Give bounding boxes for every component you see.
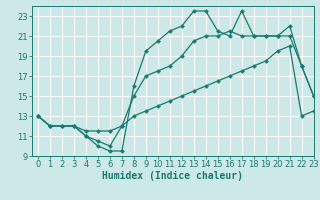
- X-axis label: Humidex (Indice chaleur): Humidex (Indice chaleur): [102, 171, 243, 181]
